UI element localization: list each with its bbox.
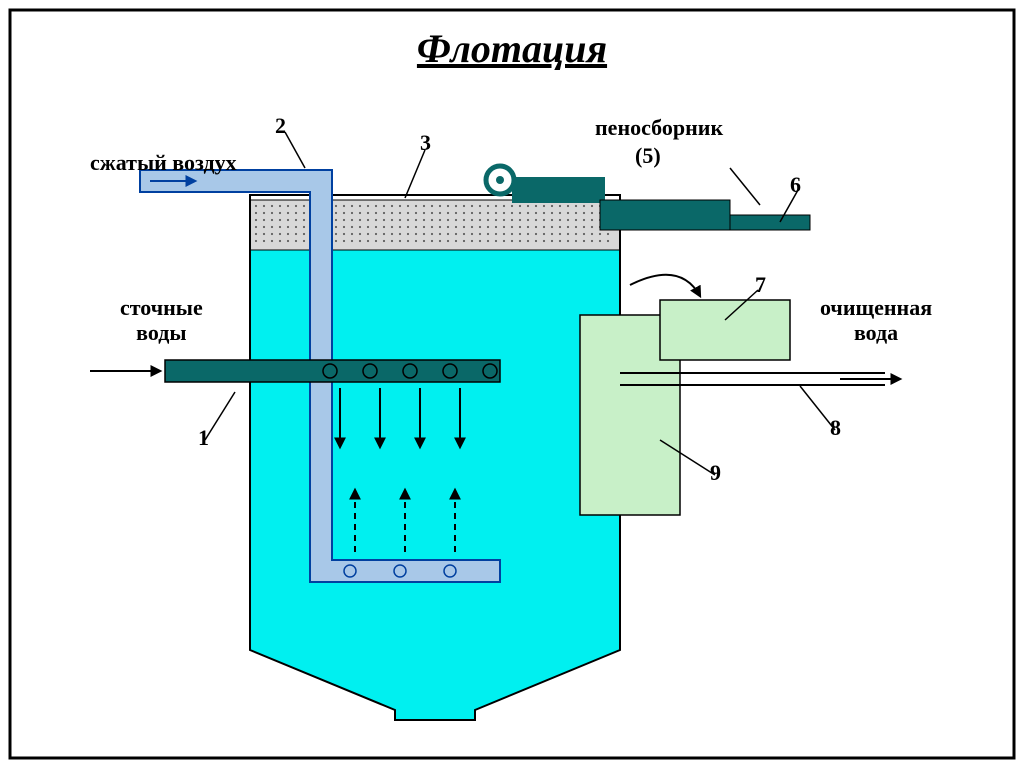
callout-2: 2 [275,113,286,138]
callout-1: 1 [198,425,209,450]
callout-5: (5) [635,143,661,168]
callout-6: 6 [790,172,801,197]
callout-3: 3 [420,130,431,155]
label-compressed-air: сжатый воздух [90,150,237,175]
label-clean-water: очищенная вода [820,295,932,346]
page-title: Флотация [0,25,1024,72]
callout-8: 8 [830,415,841,440]
callout-9: 9 [710,460,721,485]
diagram-root: { "title": {"text":"Флотация","fontsize"… [0,0,1024,768]
label-foam-collector: пеносборник [595,115,723,140]
label-wastewater: сточные воды [120,295,203,346]
callout-7: 7 [755,272,766,297]
diagram-svg [0,0,1024,768]
